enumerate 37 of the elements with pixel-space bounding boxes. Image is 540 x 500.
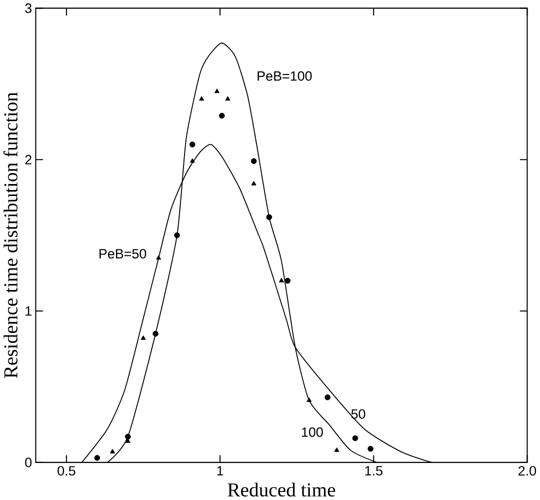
x-tick-label: 1.5	[365, 466, 382, 476]
point	[110, 448, 116, 454]
point	[251, 180, 256, 186]
point	[334, 447, 340, 452]
y-tick-label: 1	[26, 306, 32, 316]
y-tick-label: 2	[25, 154, 32, 164]
point	[156, 255, 162, 260]
annotation: 100	[302, 427, 323, 437]
y-tick-label: 0	[25, 458, 32, 468]
x-tick-label: 0.5	[58, 466, 76, 476]
point	[124, 434, 131, 440]
y-axis-title: Residence time distribution function	[3, 92, 18, 378]
point	[284, 278, 291, 284]
point	[140, 335, 146, 340]
point	[250, 158, 257, 164]
series-label: PeB=50	[100, 248, 146, 259]
x-tick-label: 2.0	[518, 466, 536, 476]
point	[214, 88, 220, 94]
point	[368, 446, 374, 452]
point	[218, 112, 225, 119]
point	[94, 454, 100, 461]
point	[278, 278, 284, 282]
series-label: PeB=100	[258, 71, 312, 81]
y-tick-label: 3	[25, 3, 32, 13]
point	[324, 394, 330, 400]
x-axis-title: Reduced time	[228, 482, 336, 497]
point	[352, 435, 358, 442]
point	[306, 397, 312, 402]
point	[152, 330, 158, 337]
point	[174, 232, 180, 238]
point	[190, 158, 195, 163]
x-tick-label: 1	[217, 466, 224, 476]
annotation: 50	[351, 409, 366, 419]
point	[225, 96, 230, 101]
point	[189, 142, 196, 148]
point	[266, 214, 272, 220]
point	[199, 96, 204, 101]
